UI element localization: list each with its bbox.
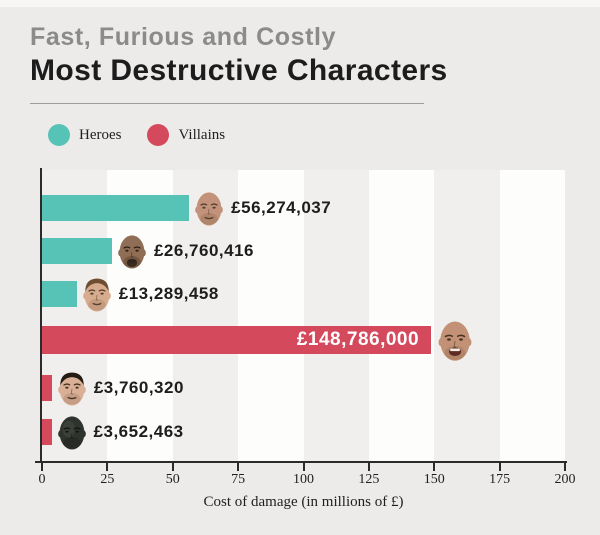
grid-band — [434, 170, 500, 461]
x-axis-tick — [433, 463, 436, 471]
bald-tan-man-face-icon — [193, 189, 225, 227]
x-axis-line — [35, 461, 567, 463]
grid-band — [499, 170, 565, 461]
bar-row: £148,786,000 — [42, 321, 565, 361]
bar-heroes[interactable] — [42, 238, 112, 264]
x-axis-tick — [302, 463, 305, 471]
bar-value-label: £13,289,458 — [118, 284, 219, 303]
bar-value-label: £56,274,037 — [231, 198, 332, 217]
bar-value-label: £3,760,320 — [93, 378, 184, 397]
bald-goatee-man-face-icon — [116, 232, 148, 270]
title-divider — [30, 102, 424, 104]
bar-villains[interactable] — [42, 375, 52, 401]
bar-heroes[interactable] — [42, 281, 77, 307]
bar-row: £3,652,463 — [42, 416, 565, 450]
brown-hair-man-face-icon — [81, 275, 113, 313]
x-axis-tick — [171, 463, 174, 471]
bar-value-label: £26,760,416 — [153, 241, 255, 260]
x-axis-tick — [367, 463, 370, 471]
bar-row: £26,760,416 — [42, 235, 565, 269]
x-axis-tick — [498, 463, 501, 471]
grid-band — [368, 170, 435, 461]
header: Fast, Furious and Costly Most Destructiv… — [30, 22, 570, 104]
page-title: Most Destructive Characters — [30, 54, 448, 87]
bar-row: £56,274,037 — [42, 192, 565, 226]
x-axis-tick — [564, 463, 566, 471]
x-axis-tick-label: 0 — [38, 472, 46, 487]
x-axis-tick-label: 150 — [423, 472, 445, 487]
x-axis-tick-label: 50 — [165, 472, 180, 487]
legend-label-heroes: Heroes — [79, 126, 122, 143]
bar-villains[interactable] — [42, 419, 52, 445]
x-axis-title: Cost of damage (in millions of £) — [203, 494, 404, 510]
bar-row: £13,289,458 — [42, 278, 565, 312]
x-axis-tick-label: 75 — [231, 472, 246, 487]
laughing-bald-man-face-icon — [436, 317, 474, 363]
dark-hair-man-face-icon — [56, 369, 88, 407]
x-axis-tick-label: 175 — [489, 472, 511, 487]
bar-villains[interactable] — [42, 326, 432, 354]
x-axis-tick — [237, 463, 240, 471]
bar-heroes[interactable] — [42, 195, 190, 221]
top-strip — [0, 0, 600, 7]
x-axis-tick-label: 125 — [358, 472, 380, 487]
grid-band — [303, 170, 369, 461]
bar-value-label: £3,652,463 — [93, 422, 184, 441]
villains-dot-icon — [147, 124, 170, 146]
grid-band — [238, 170, 304, 461]
legend-item-villains: Villains — [147, 124, 225, 146]
heroes-dot-icon — [48, 124, 70, 146]
chart-kicker: Fast, Furious and Costly — [30, 23, 337, 51]
x-axis-tick — [41, 463, 43, 471]
legend-label-villains: Villains — [178, 126, 226, 143]
dark-masked-face-icon — [56, 413, 88, 451]
x-axis-tick-label: 100 — [293, 472, 314, 487]
bar-chart: 0 25 50 75 100 125 150 175 200 £56,274,037 £26,76… — [35, 168, 576, 510]
bar-row: £3,760,320 — [42, 372, 565, 406]
legend: Heroes Villains — [48, 124, 225, 146]
x-axis-tick — [106, 463, 109, 471]
y-axis-line — [40, 168, 42, 463]
legend-item-heroes: Heroes — [48, 124, 121, 146]
x-axis-tick-label: 25 — [100, 472, 115, 487]
x-axis-tick-label: 200 — [554, 472, 576, 487]
bar-value-label: £148,786,000 — [296, 329, 420, 350]
